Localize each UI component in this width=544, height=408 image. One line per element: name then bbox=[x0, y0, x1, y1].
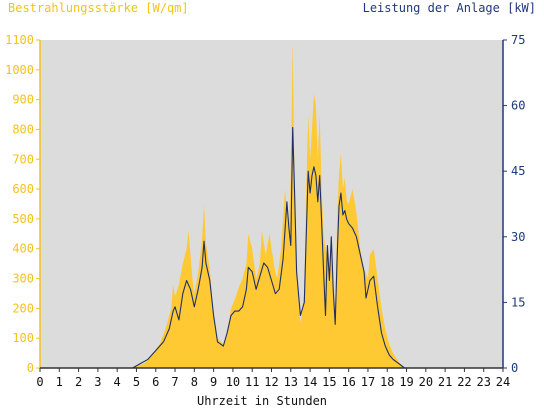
x-axis-label: Uhrzeit in Stunden bbox=[197, 394, 327, 408]
x-tick-label: 8 bbox=[191, 375, 198, 389]
x-tick-label: 19 bbox=[399, 375, 413, 389]
x-tick-label: 13 bbox=[284, 375, 298, 389]
x-tick-label: 12 bbox=[264, 375, 278, 389]
y-left-tick-label: 400 bbox=[12, 242, 34, 256]
x-tick-label: 23 bbox=[476, 375, 490, 389]
x-tick-label: 10 bbox=[226, 375, 240, 389]
series-irradiance-area bbox=[40, 40, 503, 368]
x-tick-label: 2 bbox=[75, 375, 82, 389]
y-left-tick-label: 600 bbox=[12, 182, 34, 196]
y-right-tick-label: 30 bbox=[511, 230, 525, 244]
x-tick-label: 3 bbox=[94, 375, 101, 389]
y-left-tick-label: 700 bbox=[12, 152, 34, 166]
x-tick-label: 15 bbox=[322, 375, 336, 389]
y-left-tick-label: 300 bbox=[12, 272, 34, 286]
y-left-tick-label: 100 bbox=[12, 331, 34, 345]
x-tick-label: 14 bbox=[303, 375, 317, 389]
x-tick-label: 22 bbox=[457, 375, 471, 389]
x-tick-label: 7 bbox=[171, 375, 178, 389]
x-tick-label: 1 bbox=[56, 375, 63, 389]
x-tick-label: 18 bbox=[380, 375, 394, 389]
series-power-line bbox=[40, 126, 503, 369]
y-left-tick-label: 800 bbox=[12, 122, 34, 136]
x-tick-label: 20 bbox=[419, 375, 433, 389]
x-tick-label: 6 bbox=[152, 375, 159, 389]
x-tick-label: 24 bbox=[496, 375, 510, 389]
y-axis-left-label: Bestrahlungsstärke [W/qm] bbox=[8, 1, 189, 15]
x-tick-label: 0 bbox=[36, 375, 43, 389]
y-left-tick-label: 1100 bbox=[5, 33, 34, 47]
y-right-tick-label: 45 bbox=[511, 164, 525, 178]
y-left-tick-label: 0 bbox=[27, 361, 34, 375]
y-left-tick-label: 900 bbox=[12, 93, 34, 107]
x-tick-label: 9 bbox=[210, 375, 217, 389]
y-right-tick-label: 60 bbox=[511, 99, 525, 113]
x-tick-label: 21 bbox=[438, 375, 452, 389]
x-tick-label: 4 bbox=[114, 375, 121, 389]
y-left-tick-label: 200 bbox=[12, 301, 34, 315]
y-right-tick-label: 15 bbox=[511, 295, 525, 309]
x-tick-label: 5 bbox=[133, 375, 140, 389]
x-tick-label: 16 bbox=[341, 375, 355, 389]
y-left-tick-label: 1000 bbox=[5, 63, 34, 77]
y-right-tick-label: 75 bbox=[511, 33, 525, 47]
y-left-tick-label: 500 bbox=[12, 212, 34, 226]
x-tick-label: 17 bbox=[361, 375, 375, 389]
y-axis-right-label: Leistung der Anlage [kW] bbox=[363, 1, 536, 15]
x-tick-label: 11 bbox=[245, 375, 259, 389]
y-right-tick-label: 0 bbox=[511, 361, 518, 375]
